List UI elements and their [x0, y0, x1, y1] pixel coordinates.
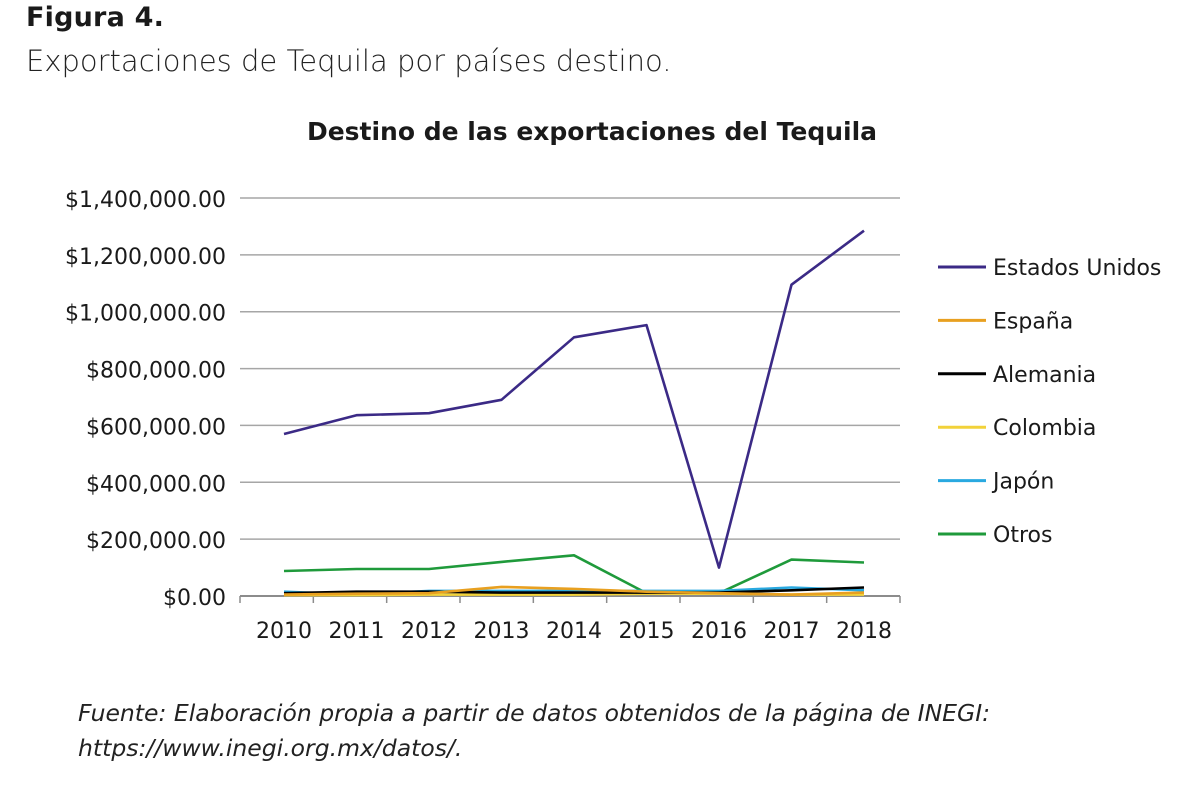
- y-tick-label: $600,000.00: [86, 415, 226, 440]
- legend-label: Colombia: [993, 416, 1096, 441]
- legend-label: Japón: [991, 470, 1054, 495]
- x-tick-label: 2012: [401, 619, 457, 644]
- gridlines: [240, 197, 900, 540]
- x-tick-label: 2015: [619, 619, 675, 644]
- x-tick-label: 2011: [329, 619, 385, 644]
- figure-label: Figura 4.: [26, 2, 165, 33]
- legend: Estados Unidos España Alemania Colombia Japó…: [938, 256, 1161, 548]
- series-line-estados-unidos: [283, 229, 865, 569]
- axes: $0.00 $200,000.00 $400,000.00 $600,000.00 $8…: [65, 188, 901, 644]
- series-lines: [283, 229, 865, 597]
- x-tick-label: 2014: [546, 619, 602, 644]
- x-tick-label: 2017: [764, 619, 820, 644]
- y-tick-label: $1,000,000.00: [65, 302, 226, 327]
- legend-label: Alemania: [993, 363, 1096, 388]
- x-tick-label: 2010: [256, 619, 312, 644]
- y-tick-label: $1,200,000.00: [65, 245, 226, 270]
- chart-title: Destino de las exportaciones del Tequila: [307, 117, 877, 146]
- line-chart: Destino de las exportaciones del Tequila…: [65, 117, 1161, 644]
- legend-label: España: [993, 309, 1073, 334]
- x-tick-label: 2016: [691, 619, 747, 644]
- legend-label: Otros: [993, 523, 1052, 548]
- y-tick-label: $1,400,000.00: [65, 188, 226, 213]
- legend-label: Estados Unidos: [993, 256, 1161, 281]
- x-tick-label: 2018: [836, 619, 892, 644]
- figure-caption: Exportaciones de Tequila por países dest…: [26, 44, 672, 78]
- source-note: Fuente: Elaboración propia a partir de d…: [78, 699, 991, 762]
- series-line-espa-a: [283, 585, 865, 596]
- y-tick-label: $200,000.00: [86, 529, 226, 554]
- y-tick-label: $800,000.00: [86, 359, 226, 384]
- y-tick-label: $400,000.00: [86, 472, 226, 497]
- series-line-alemania: [283, 586, 865, 595]
- x-tick-label: 2013: [474, 619, 530, 644]
- series-line-otros: [283, 553, 865, 595]
- y-tick-label: $0.00: [163, 586, 226, 611]
